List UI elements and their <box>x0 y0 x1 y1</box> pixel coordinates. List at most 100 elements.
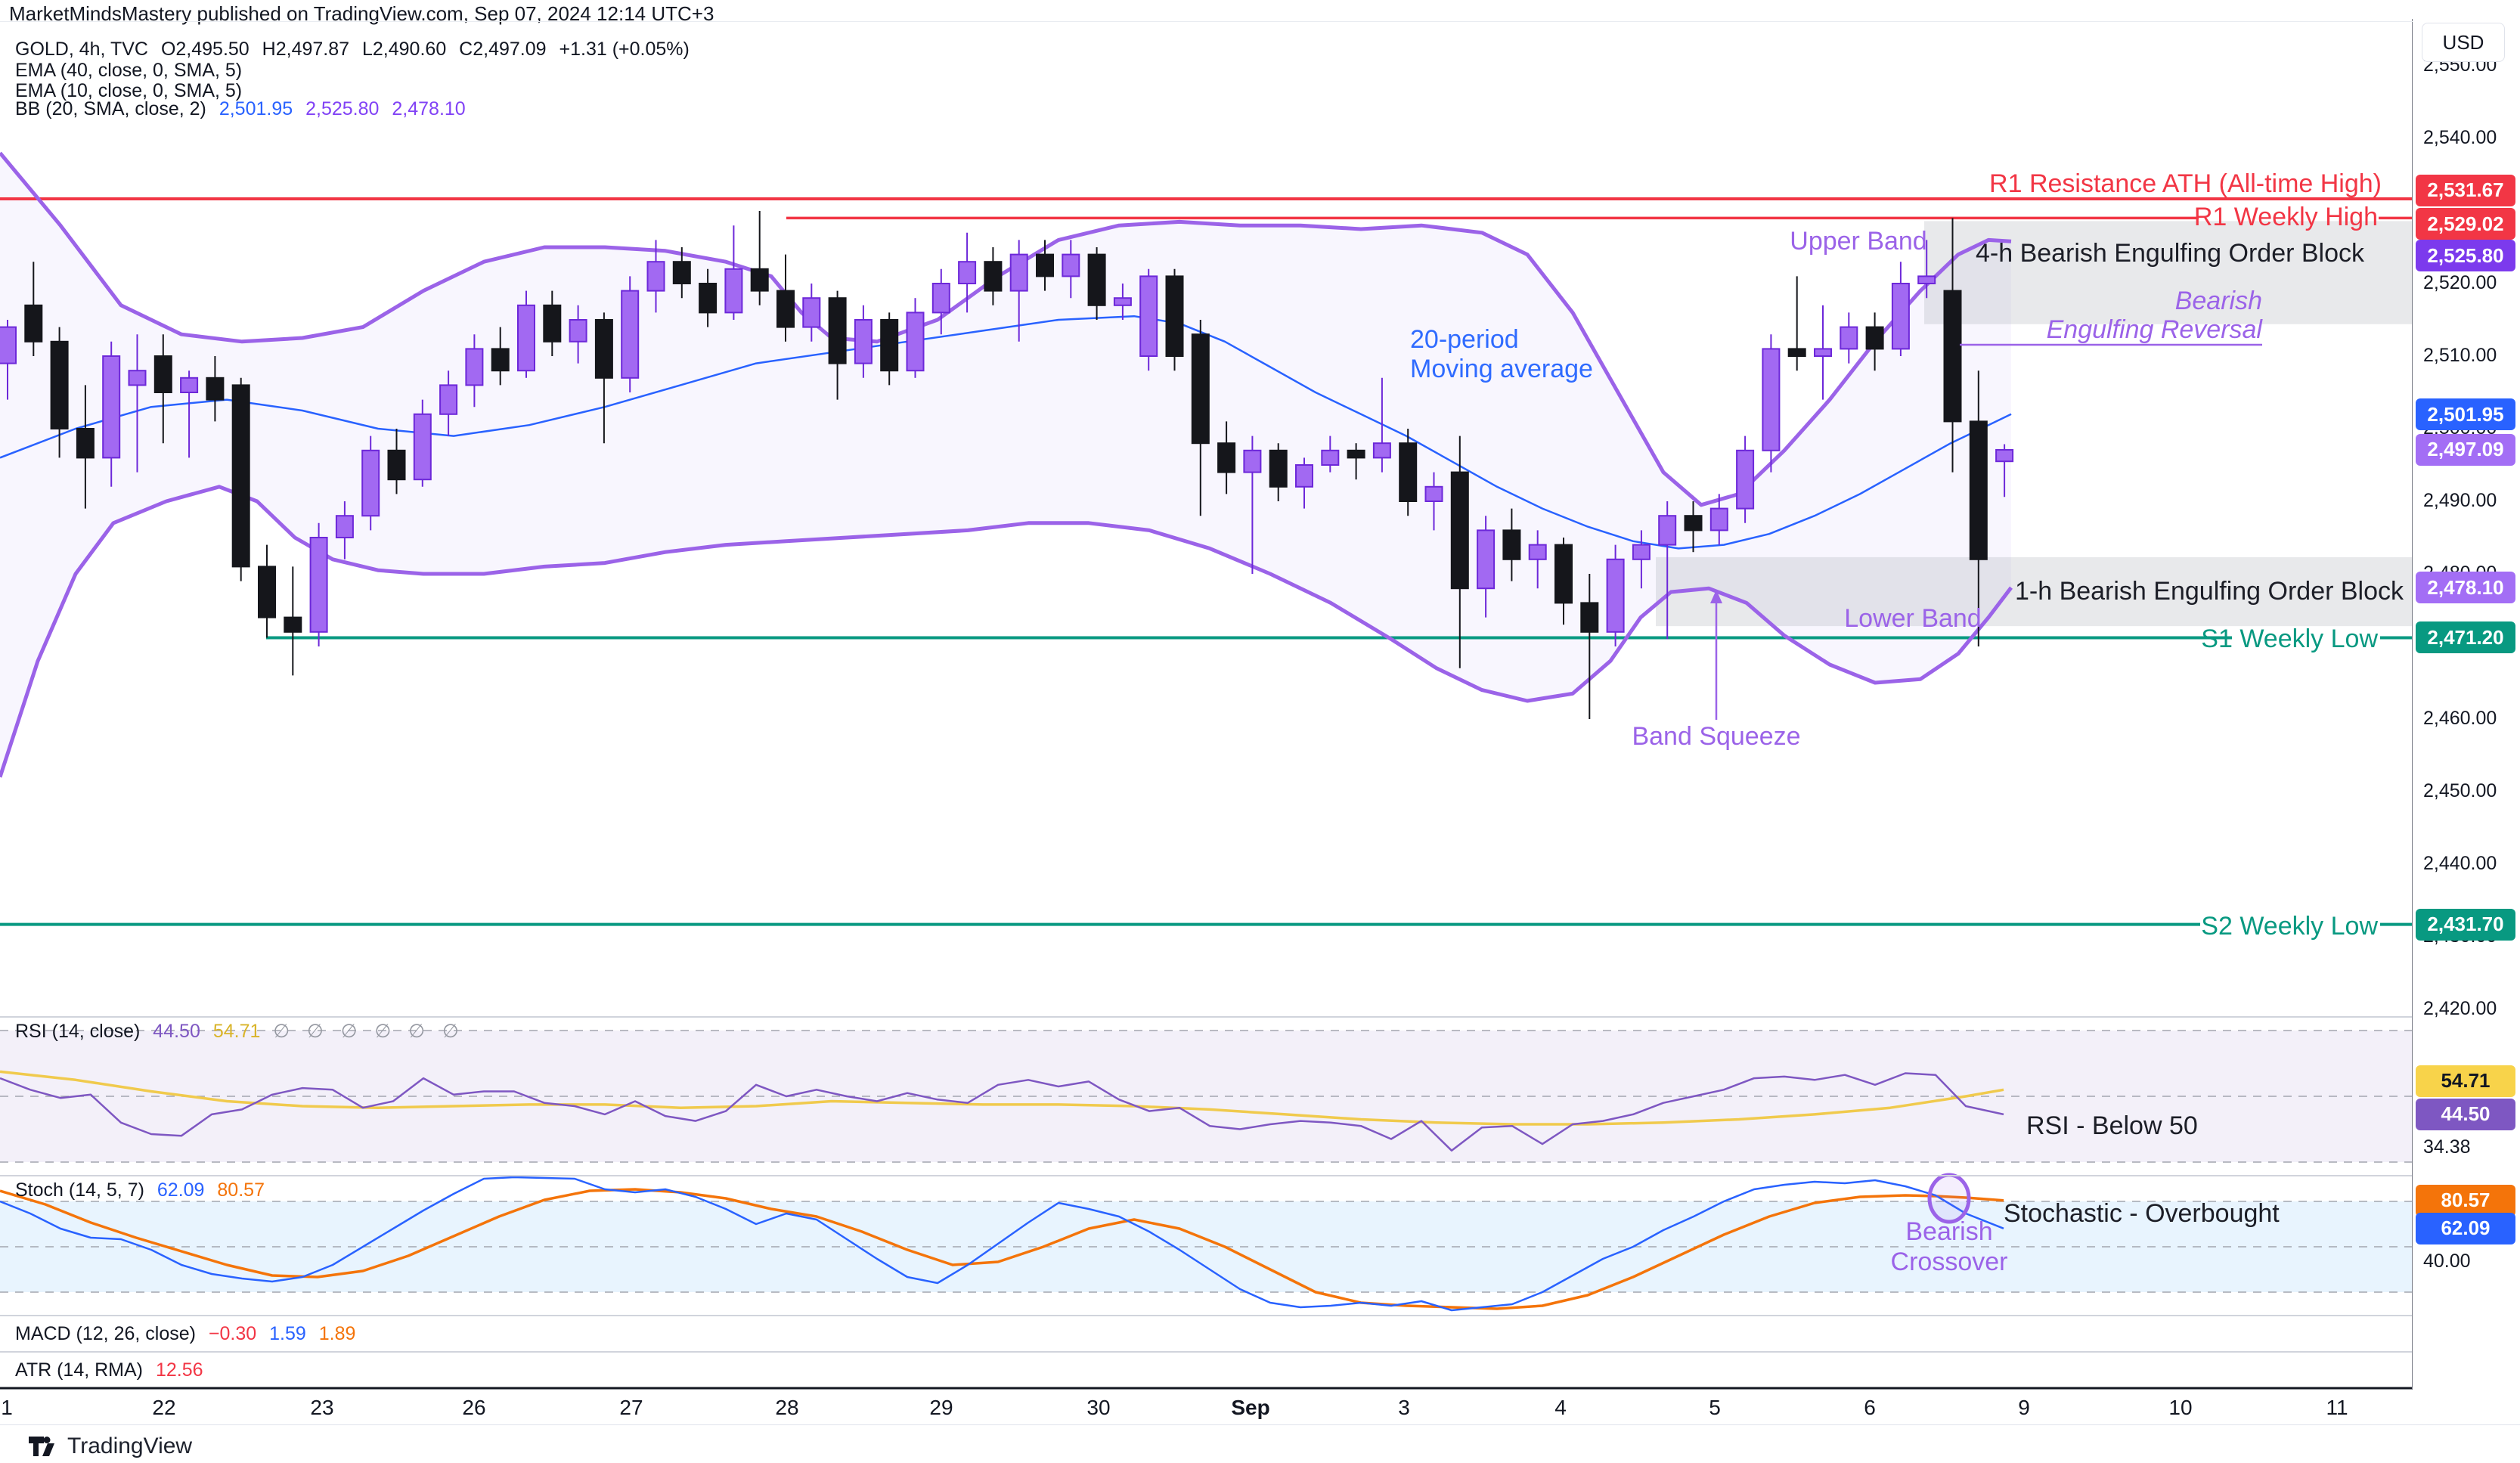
candle-body <box>543 304 562 343</box>
price-tick: 2,450.00 <box>2423 780 2497 801</box>
candle-body <box>1969 420 1988 560</box>
candle-body <box>1191 333 1210 445</box>
candle-body <box>1736 449 1755 510</box>
annotation-r1-weekly-high: R1 Weekly High <box>2193 203 2378 231</box>
price-tick: 2,460.00 <box>2423 708 2497 729</box>
stoch-label: Stoch (14, 5, 7) <box>15 1179 144 1201</box>
candle-body <box>1917 275 1936 284</box>
candle-body <box>413 413 432 481</box>
ema40-legend-row: EMA (40, close, 0, SMA, 5) <box>15 60 250 82</box>
candle-body <box>1087 253 1106 306</box>
tradingview-brand[interactable]: TradingView <box>28 1434 192 1459</box>
currency-toggle-button[interactable]: USD <box>2422 23 2505 62</box>
candle-body <box>1865 326 1884 350</box>
time-label-26: 26 <box>462 1396 486 1419</box>
candle-body <box>284 616 302 633</box>
price-axis[interactable]: USD 2,550.002,540.002,520.002,510.002,50… <box>2413 19 2520 1424</box>
publish-byline: MarketMindsMastery published on TradingV… <box>9 2 714 25</box>
footer-bar: TradingView <box>0 1426 2520 1463</box>
candle-body <box>1891 283 1910 350</box>
rsi-tick: 34.38 <box>2423 1136 2471 1158</box>
stoch-tick: 40.00 <box>2423 1251 2471 1272</box>
candle-body <box>1165 275 1184 357</box>
candle-body <box>465 348 484 386</box>
candle-body <box>621 290 640 379</box>
candle-body <box>1762 348 1781 451</box>
annotation-s2-weekly-low: S2 Weekly Low <box>2201 912 2378 941</box>
annotation-bearish-line2: Engulfing Reversal <box>2046 315 2262 344</box>
stoch-d-value: 80.57 <box>217 1179 265 1201</box>
time-label-30: 30 <box>1086 1396 1111 1419</box>
time-label-11: 11 <box>2326 1396 2348 1419</box>
time-label-3: 3 <box>1398 1396 1410 1419</box>
candle-body <box>1943 290 1962 423</box>
annotation-4h-order-block: 4-h Bearish Engulfing Order Block <box>1975 239 2365 268</box>
annotation-rsi-below-50: RSI - Below 50 <box>2026 1111 2198 1140</box>
annotation-20-period-ma: 20-period Moving average <box>1410 325 1593 384</box>
candle-body <box>1009 253 1028 292</box>
rsi-ma-line <box>0 1070 2004 1126</box>
stoch-last-value-badge: 80.57 <box>2416 1184 2515 1217</box>
candle-body <box>50 340 69 429</box>
bb-basis-value: 2,501.95 <box>219 98 293 119</box>
price-tick: 2,510.00 <box>2423 345 2497 366</box>
candle-body <box>724 268 743 314</box>
macd-legend-row: MACD (12, 26, close) −0.30 1.59 1.89 <box>15 1323 363 1345</box>
candle-body <box>1787 348 1806 357</box>
candle-body <box>309 537 328 633</box>
annotation-ma20-line2: Moving average <box>1410 355 1593 383</box>
price-last-value-badge: 2,501.95 <box>2416 398 2515 431</box>
atr-value: 12.56 <box>155 1359 203 1381</box>
tradingview-brand-text: TradingView <box>67 1434 193 1458</box>
annotation-lower-band: Lower Band <box>1844 604 1982 633</box>
candle-body <box>906 312 925 372</box>
price-last-value-badge: 2,525.80 <box>2416 240 2515 272</box>
price-tick: 2,540.00 <box>2423 127 2497 148</box>
candle-body <box>1372 442 1391 459</box>
candle-body <box>1477 529 1496 590</box>
candle-body <box>984 261 1003 292</box>
time-label-5: 5 <box>1709 1396 1721 1419</box>
time-axis[interactable]: 1 22 23 26 27 28 29 30 Sep 3 4 5 6 9 10 11 <box>0 1390 2520 1424</box>
bb-label: BB (20, SMA, close, 2) <box>15 98 206 119</box>
time-label-1: 1 <box>1 1396 13 1419</box>
ohlc-change: +1.31 (+0.05%) <box>559 39 690 60</box>
annotation-r1-ath: R1 Resistance ATH (All-time High) <box>1989 169 2382 198</box>
time-label-4: 4 <box>1554 1396 1567 1419</box>
rsi-band-fill <box>0 1031 2413 1162</box>
price-last-value-badge: 2,529.02 <box>2416 208 2515 240</box>
candle-body <box>854 319 873 364</box>
time-label-27: 27 <box>619 1396 643 1419</box>
ohlc-open: O2,495.50 <box>160 39 250 60</box>
rsi-hidden-series-toggles[interactable]: ∅ ∅ ∅ ∅ ∅ ∅ <box>273 1021 465 1042</box>
rsi-label: RSI (14, close) <box>15 1021 141 1042</box>
price-tick: 2,440.00 <box>2423 853 2497 874</box>
candle-body <box>646 261 665 292</box>
candle-body <box>1658 515 1677 546</box>
bb-basis-line <box>0 315 2012 550</box>
candle-body <box>1450 471 1469 590</box>
candle-body <box>491 348 510 372</box>
candle-body <box>1632 544 1651 560</box>
macd-value-1: −0.30 <box>208 1323 257 1344</box>
candle-body <box>517 304 535 372</box>
stoch-k-value: 62.09 <box>157 1179 205 1201</box>
band-squeeze-arrow-head <box>1710 590 1722 603</box>
candle-body <box>958 261 977 285</box>
candle-body <box>750 268 769 292</box>
candle-body <box>1528 544 1547 560</box>
candle-body <box>1684 515 1703 532</box>
annotation-band-squeeze: Band Squeeze <box>1632 722 1801 751</box>
price-last-value-badge: 2,531.67 <box>2416 174 2515 206</box>
candle-body <box>802 297 821 328</box>
rsi-ma-value: 54.71 <box>212 1021 261 1042</box>
candle-body <box>594 319 613 379</box>
candle-body <box>569 319 587 343</box>
candle-body <box>672 261 691 285</box>
rsi-value: 44.50 <box>153 1021 200 1042</box>
header-divider <box>0 21 2520 22</box>
candle-body <box>1347 449 1365 459</box>
symbol-legend-row: GOLD, 4h, TVC O2,495.50 H2,497.87 L2,490… <box>15 39 697 60</box>
ema10-legend-row: EMA (10, close, 0, SMA, 5) <box>15 80 250 102</box>
